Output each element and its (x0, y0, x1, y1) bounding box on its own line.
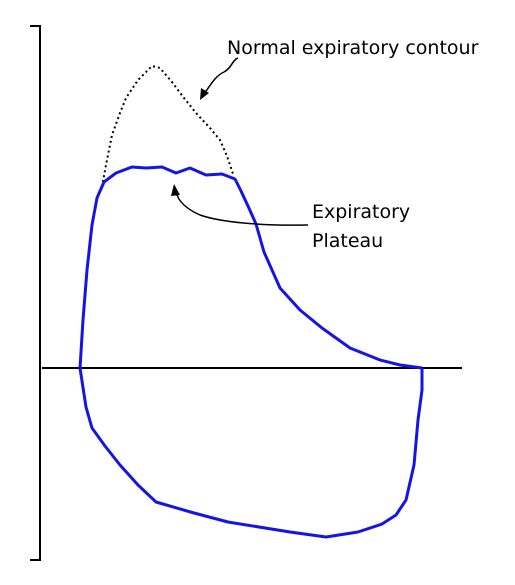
normal-contour-arrowhead (200, 88, 209, 100)
plateau-label-line2: Plateau (312, 230, 383, 252)
normal-contour-label: Normal expiratory contour (227, 37, 479, 59)
plateau-arrowhead (171, 184, 180, 196)
expiratory-limb (78, 165, 423, 370)
inspiratory-limb (78, 367, 424, 539)
vertical-axis-bracket (30, 25, 41, 561)
plateau-arrow (175, 191, 309, 226)
normal-expiratory-contour (101, 64, 234, 188)
normal-contour-arrow (203, 57, 239, 95)
plateau-label-line1: Expiratory (312, 201, 410, 223)
